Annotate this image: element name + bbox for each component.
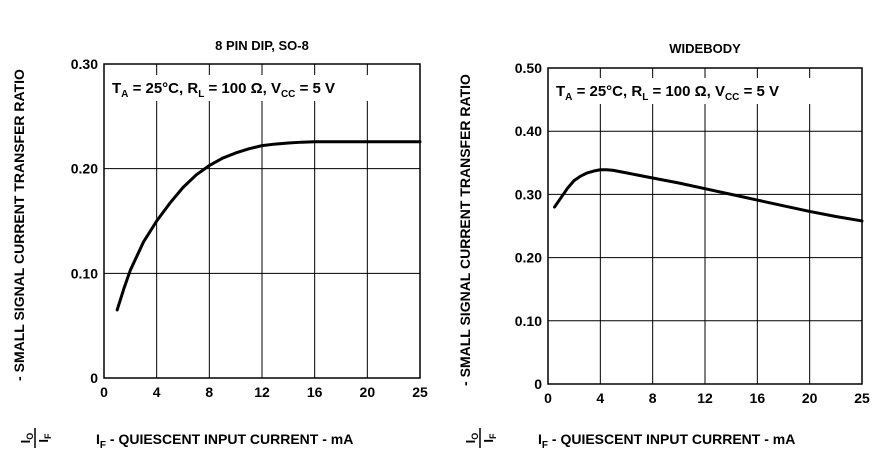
ratio-num-sub: O [25, 433, 35, 440]
chart-1: 8 PIN DIP, SO-8 0 4 8 12 16 20 25 0 0.10 0.20 0.30 T… [11, 38, 428, 451]
ratio-num-letter: I [18, 440, 33, 444]
x-axis-label: IF - QUIESCENT INPUT CURRENT - mA [96, 431, 353, 451]
annotation-sub-a: A [565, 92, 572, 103]
y-tick-label: 0.50 [515, 60, 542, 76]
x-tick-label: 25 [412, 384, 428, 400]
y-tick-label: 0.30 [71, 56, 98, 72]
plot-frame [103, 63, 421, 379]
ratio-numerator: IO [463, 433, 480, 444]
ratio-denominator: IF [36, 433, 53, 443]
chart-title: 8 PIN DIP, SO-8 [215, 38, 309, 53]
series-line [115, 140, 422, 312]
x-tick-label: 4 [596, 390, 604, 406]
condition-annotation: TA = 25°C, RL = 100 Ω, VCC = 5 V [556, 83, 779, 103]
x-tick-label: 12 [254, 384, 270, 400]
x-axis-symbol-sub: F [100, 440, 106, 451]
y-tick-label: 0.10 [515, 313, 542, 329]
annotation-sub-cc: CC [281, 89, 295, 100]
x-axis-symbol: I [96, 431, 100, 447]
annotation-sub-l: L [642, 92, 648, 103]
x-tick-label: 16 [307, 384, 323, 400]
annotation-t: T [556, 83, 565, 100]
annotation-box [108, 75, 406, 101]
x-tick-label: 4 [153, 384, 161, 400]
y-tick-label: 0.40 [515, 123, 542, 139]
x-tick-label: 25 [854, 390, 870, 406]
ratio-den-sub: F [43, 433, 53, 439]
y-tick-label: 0 [534, 376, 542, 392]
y-tick-label: 0 [90, 370, 98, 386]
plot-frame [547, 67, 863, 385]
annotation-rl: = 100 Ω, V [204, 80, 281, 97]
x-tick-label: 8 [205, 384, 213, 400]
annotation-sub-l: L [198, 89, 204, 100]
x-tick-label: 8 [649, 390, 657, 406]
y-tick-label: 0.10 [71, 265, 98, 281]
annotation-t: T [112, 80, 121, 97]
ratio-den-sub: F [488, 433, 498, 439]
x-tick-label: 20 [360, 384, 376, 400]
x-tick-label: 20 [802, 390, 818, 406]
ratio-den-letter: I [481, 439, 496, 443]
annotation-vcc: = 5 V [295, 80, 335, 97]
annotation-rl: = 100 Ω, V [648, 83, 725, 100]
x-axis-symbol: I [538, 431, 542, 447]
ratio-num-sub: O [470, 433, 480, 440]
x-axis-symbol-sub: F [542, 440, 548, 451]
y-tick-label: 0.30 [515, 186, 542, 202]
chart-2: WIDEBODY 0 4 8 12 16 20 25 0 0.10 0.20 0.30 0.40 0.50… [457, 41, 870, 451]
x-axis-text: - QUIESCENT INPUT CURRENT - mA [548, 431, 795, 447]
annotation-temp: = 25°C, R [128, 80, 198, 97]
x-tick-label: 0 [544, 390, 552, 406]
series-line [553, 168, 864, 223]
y-axis-label: - SMALL SIGNAL CURRENT TRANSFER RATIO [11, 69, 27, 381]
x-tick-label: 16 [750, 390, 766, 406]
y-tick-label: 0.20 [71, 161, 98, 177]
condition-annotation: TA = 25°C, RL = 100 Ω, VCC = 5 V [112, 80, 335, 100]
y-tick-label: 0.20 [515, 250, 542, 266]
x-tick-label: 0 [100, 384, 108, 400]
x-axis-text: - QUIESCENT INPUT CURRENT - mA [106, 431, 353, 447]
ratio-den-letter: I [36, 439, 51, 443]
x-axis-label: IF - QUIESCENT INPUT CURRENT - mA [538, 431, 795, 451]
chart-title: WIDEBODY [669, 41, 741, 56]
annotation-sub-a: A [121, 89, 128, 100]
annotation-box [552, 78, 844, 104]
x-tick-label: 12 [697, 390, 713, 406]
ratio-num-letter: I [463, 440, 478, 444]
annotation-temp: = 25°C, R [572, 83, 642, 100]
ratio-numerator: IO [18, 433, 35, 444]
ratio-denominator: IF [481, 433, 498, 443]
annotation-sub-cc: CC [725, 92, 739, 103]
annotation-vcc: = 5 V [739, 83, 779, 100]
y-axis-label: - SMALL SIGNAL CURRENT TRANSFER RATIO [457, 74, 473, 386]
